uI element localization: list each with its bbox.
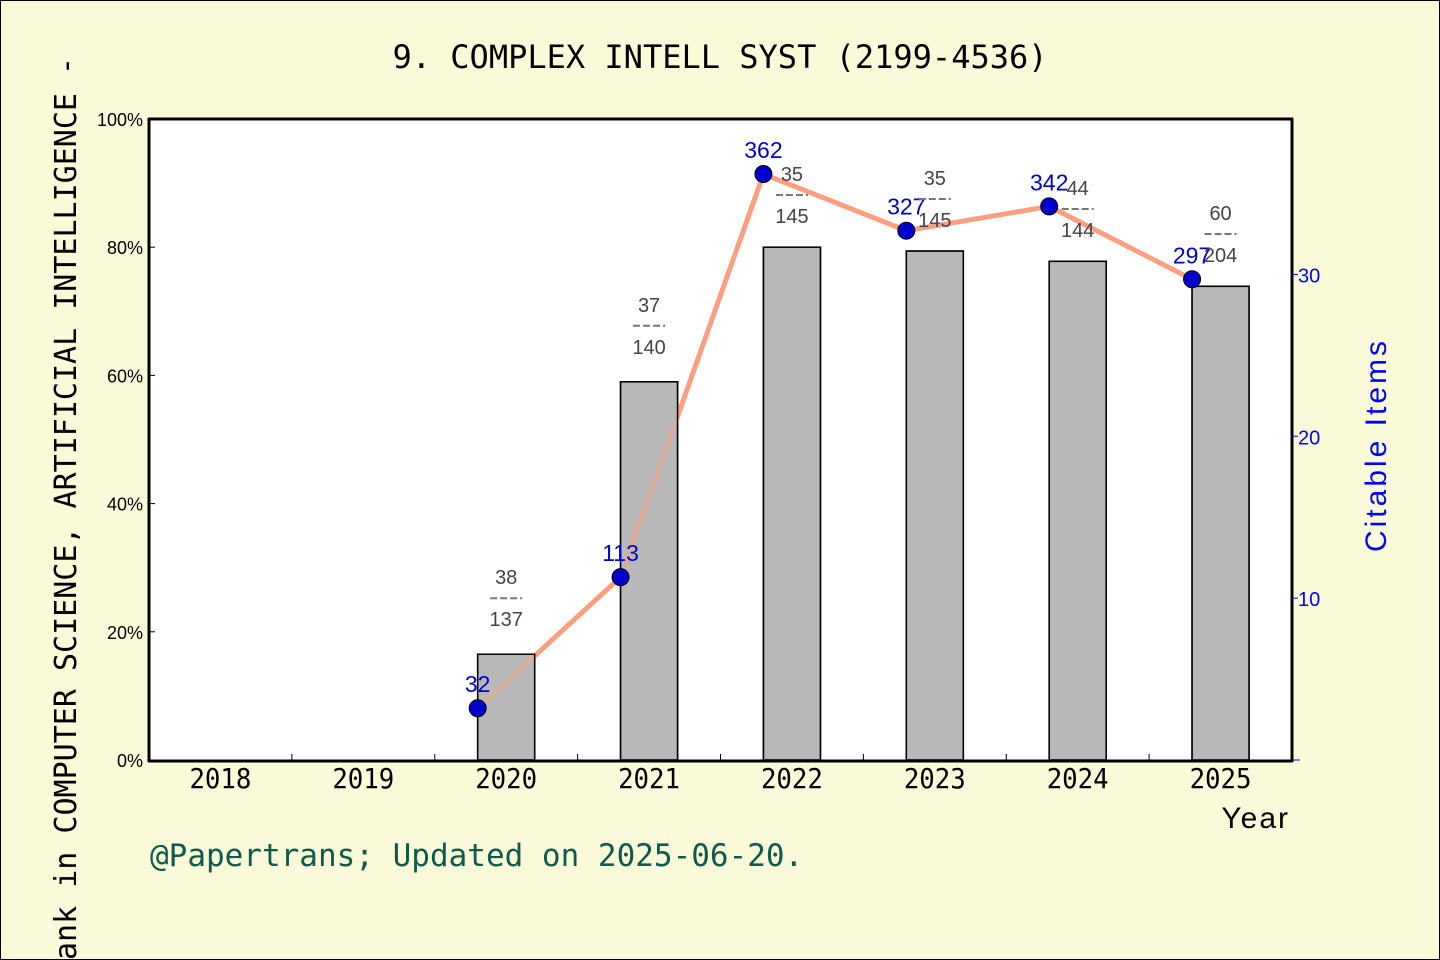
x-axis-label: Year xyxy=(1221,802,1290,835)
y-right-tick-label: 10 xyxy=(1298,589,1320,611)
x-tick-label-2018: 2018 xyxy=(189,762,251,795)
footer-credit: @Papertrans; Updated on 2025-06-20. xyxy=(150,838,803,874)
svg-text:144: 144 xyxy=(1061,220,1094,242)
bar-overlay-2024 xyxy=(1048,260,1107,761)
x-tick-label-2019: 2019 xyxy=(332,762,394,795)
x-tick-label-2025: 2025 xyxy=(1190,762,1252,795)
svg-text:44: 44 xyxy=(1067,178,1089,200)
rank-annotation-2023: 35 145 xyxy=(918,168,951,232)
bar-overlay-2023 xyxy=(905,250,965,761)
y-right-tick-label: 20 xyxy=(1298,427,1320,449)
rank-annotation-2022: 35 145 xyxy=(775,164,808,228)
svg-text:137: 137 xyxy=(490,609,523,631)
bar-overlay-2020 xyxy=(476,653,536,761)
svg-text:204: 204 xyxy=(1204,245,1237,267)
bar-overlay-2025 xyxy=(1191,285,1250,761)
x-tick-label-2023: 2023 xyxy=(904,762,966,795)
svg-text:60: 60 xyxy=(1209,203,1231,225)
data-point-2024 xyxy=(1040,197,1059,216)
labels-layer: 3211336232734229738137371403514535145441… xyxy=(465,137,1237,697)
svg-text:38: 38 xyxy=(495,567,517,589)
data-point-2020 xyxy=(468,699,487,718)
y-left-tick-label: 20% xyxy=(107,623,143,643)
y-left-tick-label: 40% xyxy=(107,495,143,515)
plot-area xyxy=(149,119,1292,760)
y-axis-right-ticks: 10 20 30 xyxy=(1292,265,1320,761)
x-tick-label-2020: 2020 xyxy=(475,762,537,795)
svg-text:140: 140 xyxy=(632,337,665,359)
point-value-label: 342 xyxy=(1030,169,1068,195)
rank-annotation-2020: 38 137 xyxy=(490,567,523,631)
point-value-label: 297 xyxy=(1173,242,1211,268)
bar-overlay-2021 xyxy=(619,381,679,761)
line-layer xyxy=(475,171,1194,711)
data-point-2022 xyxy=(754,165,773,184)
svg-text:145: 145 xyxy=(918,210,951,232)
svg-text:35: 35 xyxy=(924,168,946,190)
y-axis-left-ticks: 0% 20% 40% 60% 80% 100% xyxy=(97,110,155,771)
svg-text:37: 37 xyxy=(638,295,660,317)
rank-annotation-2024: 44 144 xyxy=(1061,178,1094,242)
point-value-label: 362 xyxy=(744,137,782,163)
rank-annotation-2021: 37 140 xyxy=(632,295,665,359)
y-left-tick-label: 60% xyxy=(107,366,143,386)
data-point-2025 xyxy=(1183,270,1202,289)
x-tick-label-2022: 2022 xyxy=(761,762,823,795)
points-layer xyxy=(468,165,1202,718)
point-value-label: 32 xyxy=(465,671,491,697)
svg-text:145: 145 xyxy=(775,206,808,228)
y-axis-right-label: Citable Items xyxy=(1360,338,1393,552)
data-point-2023 xyxy=(897,221,916,240)
y-left-tick-label: 80% xyxy=(107,238,143,258)
y-right-tick-label: 30 xyxy=(1298,265,1320,287)
y-axis-left-label: ank in COMPUTER SCIENCE, ARTIFICIAL INTE… xyxy=(49,57,84,960)
citable-items-line xyxy=(475,171,1194,711)
x-axis-ticks: 2018 2019 2020 2021 2022 2023 2024 2025 xyxy=(189,754,1252,795)
y-left-tick-label: 100% xyxy=(97,110,143,130)
rank-annotation-2025: 60 204 xyxy=(1204,203,1237,267)
svg-text:35: 35 xyxy=(781,164,803,186)
x-tick-label-2021: 2021 xyxy=(618,762,680,795)
bar-overlay-2022 xyxy=(762,246,822,761)
point-value-label: 113 xyxy=(602,540,639,566)
chart-title: 9. COMPLEX INTELL SYST (2199-4536) xyxy=(392,38,1047,76)
x-tick-label-2024: 2024 xyxy=(1047,762,1109,795)
data-point-2021 xyxy=(611,568,630,587)
y-left-tick-label: 0% xyxy=(117,751,143,771)
